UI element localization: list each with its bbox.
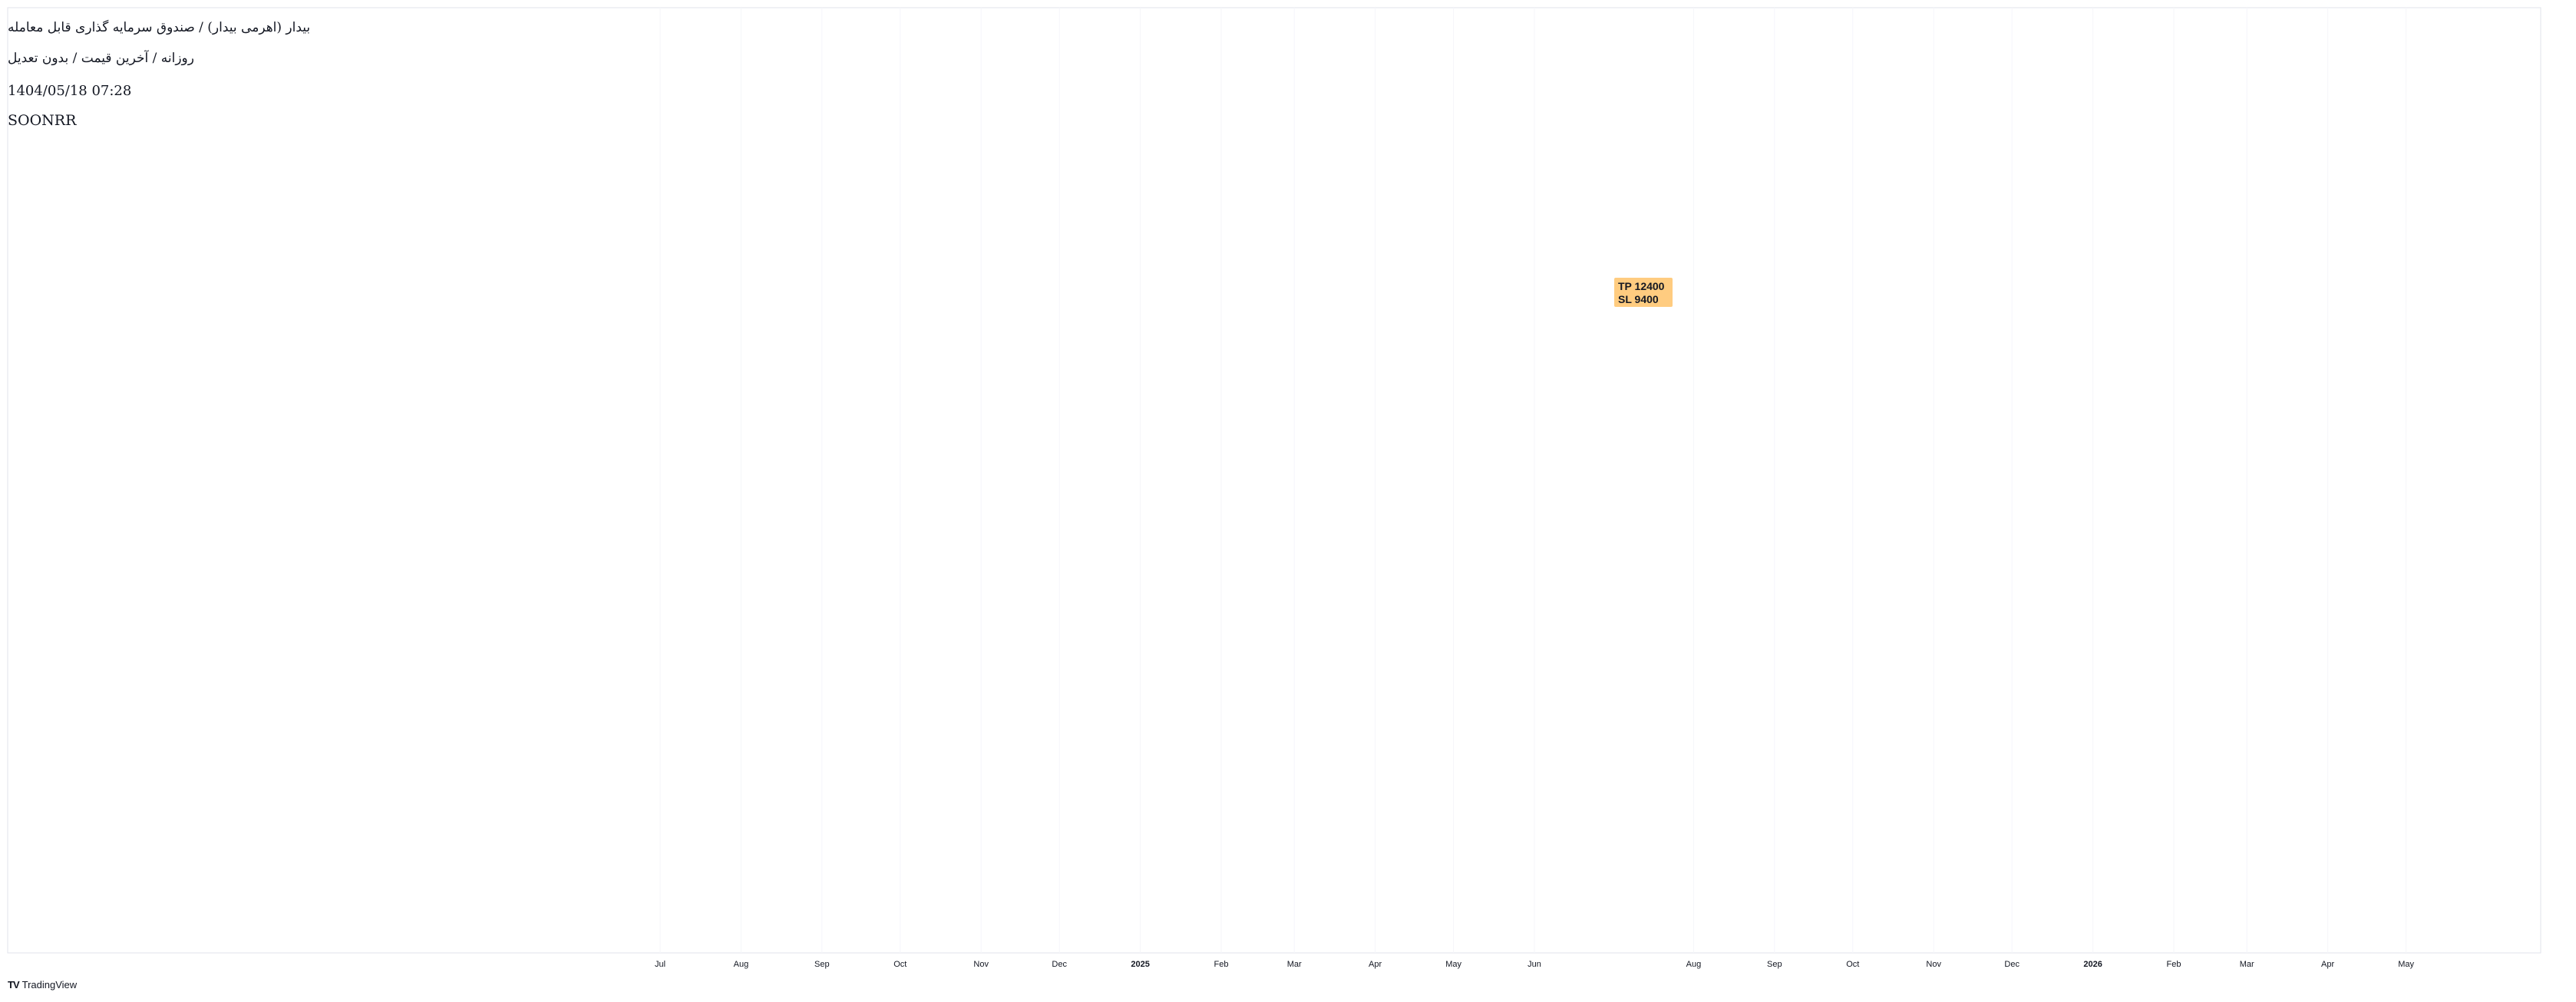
tradingview-logo-icon: TV xyxy=(8,979,20,990)
x-tick-label: Mar xyxy=(2240,960,2254,969)
x-tick-label: Oct xyxy=(893,960,907,969)
chart-title: بیدار (اهرمی بیدار) / صندوق سرمایه گذاری… xyxy=(8,20,311,35)
x-tick-label: Mar xyxy=(1287,960,1302,969)
chart-symbol: SOONRR xyxy=(8,112,77,129)
annotation-box[interactable] xyxy=(1614,278,1673,307)
x-tick-label: Aug xyxy=(734,960,749,969)
tradingview-footer[interactable]: TV TradingView xyxy=(8,979,77,990)
x-tick-label: Jun xyxy=(1527,960,1541,969)
x-tick-label: Feb xyxy=(1214,960,1229,969)
plot-frame xyxy=(7,7,2541,954)
chart-datetime: 1404/05/18 07:28 xyxy=(8,83,132,99)
annotation-sl-text: SL 9400 xyxy=(1618,293,1659,305)
tradingview-brand: TradingView xyxy=(21,979,78,990)
x-tick-label: 2025 xyxy=(1131,960,1149,969)
x-tick-label: 2026 xyxy=(2083,960,2102,969)
x-tick-label: May xyxy=(1445,960,1461,969)
x-tick-label: Sep xyxy=(814,960,830,969)
x-tick-label: Apr xyxy=(1369,960,1382,969)
x-tick-label: Apr xyxy=(2321,960,2334,969)
chart-subtitle: روزانه / آخرین قیمت / بدون تعدیل xyxy=(8,51,194,66)
x-tick-label: Dec xyxy=(2004,960,2020,969)
x-tick-label: Feb xyxy=(2167,960,2181,969)
x-tick-label: Nov xyxy=(1926,960,1941,969)
x-tick-label: Jul xyxy=(655,960,665,969)
x-tick-label: Sep xyxy=(1767,960,1782,969)
x-tick-label: Oct xyxy=(1846,960,1859,969)
annotation-tp-text: TP 12400 xyxy=(1618,280,1665,292)
x-tick-label: May xyxy=(2398,960,2414,969)
x-tick-label: Nov xyxy=(973,960,989,969)
x-tick-label: Aug xyxy=(1686,960,1702,969)
x-tick-label: Dec xyxy=(1052,960,1067,969)
